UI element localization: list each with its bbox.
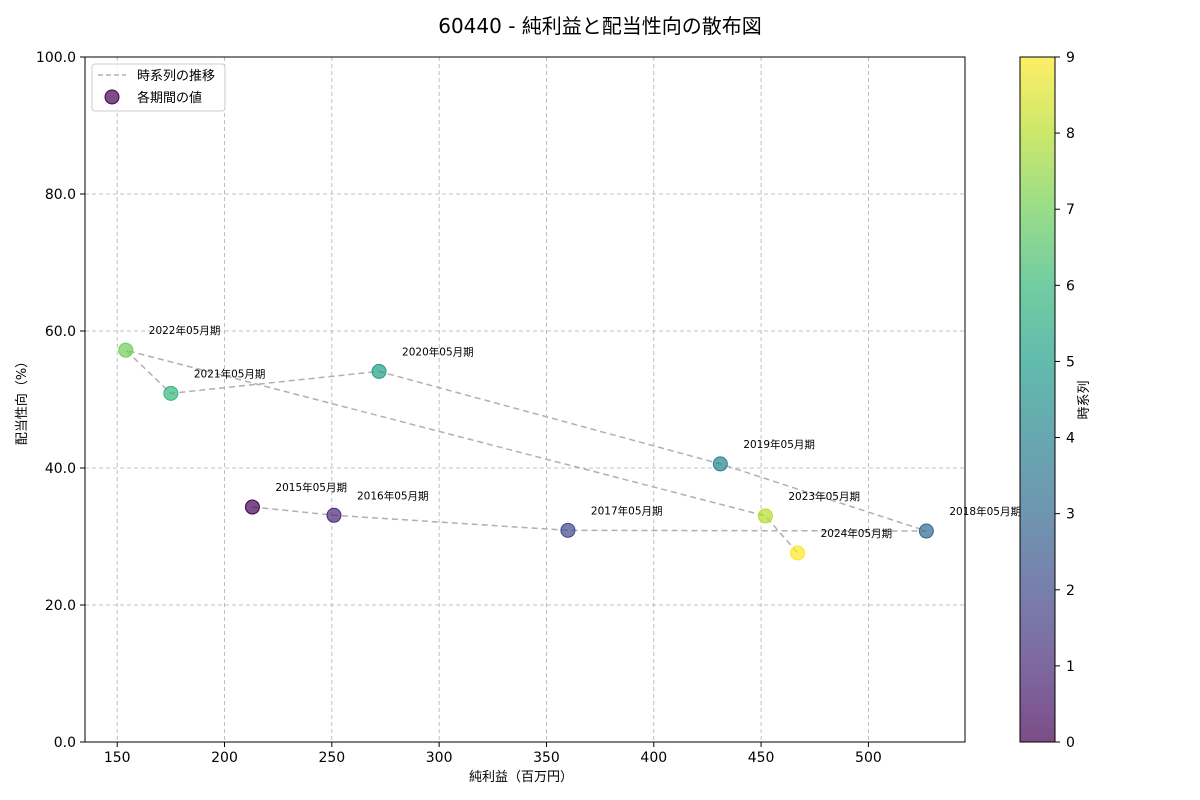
colorbar-label: 時系列 — [1077, 380, 1092, 419]
data-point — [757, 508, 773, 524]
point-label: 2023年05月期 — [788, 490, 860, 503]
colorbar-gradient — [1020, 57, 1055, 742]
x-tick-label: 250 — [318, 750, 345, 766]
point-label: 2017年05月期 — [591, 504, 663, 517]
colorbar-tick-label: 8 — [1066, 126, 1075, 142]
point-label: 2018年05月期 — [949, 505, 1021, 518]
colorbar-tick-label: 9 — [1066, 50, 1075, 66]
point-label: 2021年05月期 — [194, 367, 266, 380]
y-tick-label: 20.0 — [45, 598, 76, 614]
x-axis-ticks: 150 200 250 300 350 400 450 500 — [104, 742, 882, 766]
legend-point-label: 各期間の値 — [137, 90, 202, 106]
colorbar-tick-label: 5 — [1066, 354, 1075, 370]
data-point — [560, 522, 576, 538]
time-series-line — [123, 348, 927, 554]
point-label: 2015年05月期 — [275, 481, 347, 494]
time-series-line-group — [123, 348, 927, 554]
grid — [85, 56, 965, 743]
colorbar: 0 1 2 3 4 5 6 7 8 9 時系列 — [1019, 50, 1092, 751]
chart-title: 60440 - 純利益と配当性向の散布図 — [438, 14, 762, 38]
y-tick-label: 40.0 — [45, 461, 76, 477]
colorbar-tick-label: 2 — [1066, 583, 1075, 599]
plot-frame — [84, 56, 966, 743]
point-labels: 2015年05月期 2016年05月期 2017年05月期 2018年05月期 2019… — [149, 324, 1021, 540]
data-point — [163, 385, 179, 401]
y-tick-label: 100.0 — [36, 50, 76, 66]
point-label: 2019年05月期 — [743, 438, 815, 451]
data-point — [918, 523, 934, 539]
y-tick-label: 0.0 — [54, 735, 76, 751]
data-point — [118, 342, 134, 358]
y-tick-label: 80.0 — [45, 187, 76, 203]
colorbar-frame — [1019, 56, 1056, 743]
legend-line-label: 時系列の推移 — [137, 69, 215, 84]
x-tick-label: 450 — [748, 750, 775, 766]
colorbar-tick-label: 0 — [1066, 735, 1075, 751]
colorbar-tick-label: 6 — [1066, 278, 1075, 294]
x-axis-label: 純利益（百万円） — [469, 770, 573, 785]
colorbar-tick-label: 1 — [1066, 659, 1075, 675]
point-label: 2024年05月期 — [821, 527, 893, 540]
legend-point-swatch — [104, 89, 120, 105]
data-point — [326, 507, 342, 523]
x-tick-label: 350 — [533, 750, 560, 766]
x-tick-label: 150 — [104, 750, 131, 766]
data-point — [244, 499, 260, 515]
x-tick-label: 400 — [640, 750, 667, 766]
data-point — [790, 545, 806, 561]
colorbar-tick-label: 3 — [1066, 507, 1075, 523]
colorbar-ticks: 0 1 2 3 4 5 6 7 8 9 — [1055, 50, 1075, 751]
x-tick-label: 200 — [211, 750, 238, 766]
colorbar-tick-label: 4 — [1066, 431, 1075, 447]
x-tick-label: 300 — [426, 750, 453, 766]
point-label: 2022年05月期 — [149, 324, 221, 337]
data-points — [118, 342, 934, 561]
data-point — [371, 363, 387, 379]
point-label: 2016年05月期 — [357, 489, 429, 502]
legend: 時系列の推移 各期間の値 — [91, 63, 226, 112]
point-label: 2020年05月期 — [402, 345, 474, 358]
y-axis-label: 配当性向（%） — [14, 355, 30, 445]
y-tick-label: 60.0 — [45, 324, 76, 340]
data-point — [712, 456, 728, 472]
colorbar-tick-label: 7 — [1066, 202, 1075, 218]
x-tick-label: 500 — [855, 750, 882, 766]
y-axis-ticks: 0.0 20.0 40.0 60.0 80.0 100.0 — [36, 50, 85, 751]
